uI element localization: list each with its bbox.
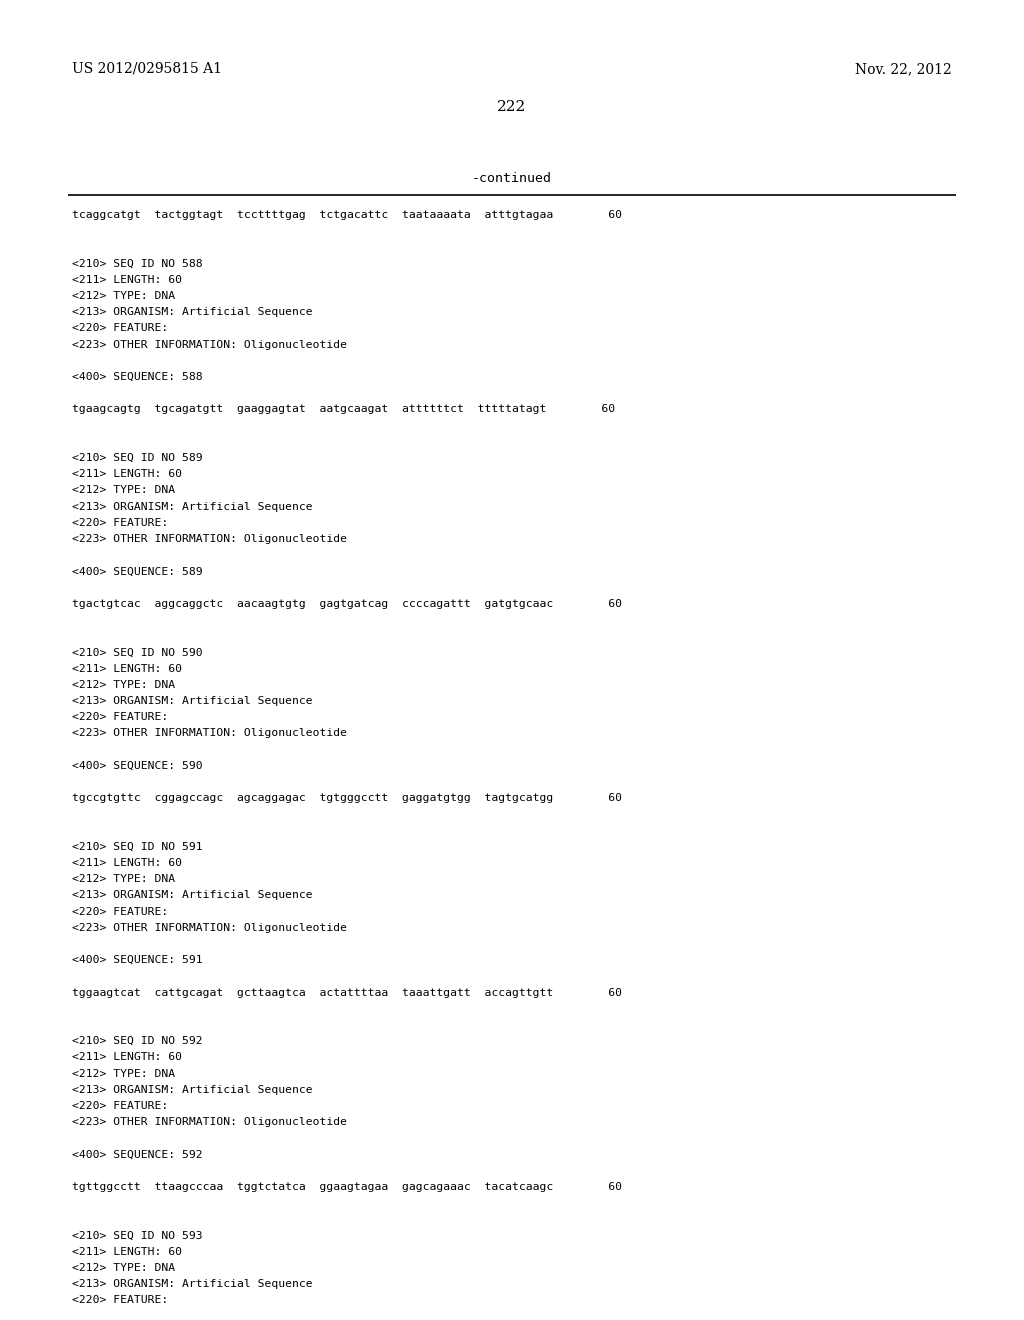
Text: <210> SEQ ID NO 591: <210> SEQ ID NO 591 bbox=[72, 842, 203, 851]
Text: <223> OTHER INFORMATION: Oligonucleotide: <223> OTHER INFORMATION: Oligonucleotide bbox=[72, 1117, 347, 1127]
Text: tgttggcctt  ttaagcccaa  tggtctatca  ggaagtagaa  gagcagaaac  tacatcaagc        60: tgttggcctt ttaagcccaa tggtctatca ggaagta… bbox=[72, 1181, 622, 1192]
Text: <220> FEATURE:: <220> FEATURE: bbox=[72, 713, 168, 722]
Text: <400> SEQUENCE: 592: <400> SEQUENCE: 592 bbox=[72, 1150, 203, 1159]
Text: <213> ORGANISM: Artificial Sequence: <213> ORGANISM: Artificial Sequence bbox=[72, 308, 312, 317]
Text: <220> FEATURE:: <220> FEATURE: bbox=[72, 323, 168, 334]
Text: -continued: -continued bbox=[472, 172, 552, 185]
Text: tcaggcatgt  tactggtagt  tccttttgag  tctgacattc  taataaaata  atttgtagaa        60: tcaggcatgt tactggtagt tccttttgag tctgaca… bbox=[72, 210, 622, 220]
Text: US 2012/0295815 A1: US 2012/0295815 A1 bbox=[72, 62, 222, 77]
Text: tgccgtgttc  cggagccagc  agcaggagac  tgtgggcctt  gaggatgtgg  tagtgcatgg        60: tgccgtgttc cggagccagc agcaggagac tgtgggc… bbox=[72, 793, 622, 803]
Text: <211> LENGTH: 60: <211> LENGTH: 60 bbox=[72, 1052, 182, 1063]
Text: <213> ORGANISM: Artificial Sequence: <213> ORGANISM: Artificial Sequence bbox=[72, 696, 312, 706]
Text: <220> FEATURE:: <220> FEATURE: bbox=[72, 1295, 168, 1305]
Text: <400> SEQUENCE: 588: <400> SEQUENCE: 588 bbox=[72, 372, 203, 381]
Text: <212> TYPE: DNA: <212> TYPE: DNA bbox=[72, 874, 175, 884]
Text: <223> OTHER INFORMATION: Oligonucleotide: <223> OTHER INFORMATION: Oligonucleotide bbox=[72, 339, 347, 350]
Text: <212> TYPE: DNA: <212> TYPE: DNA bbox=[72, 290, 175, 301]
Text: <400> SEQUENCE: 591: <400> SEQUENCE: 591 bbox=[72, 956, 203, 965]
Text: <400> SEQUENCE: 590: <400> SEQUENCE: 590 bbox=[72, 760, 203, 771]
Text: <212> TYPE: DNA: <212> TYPE: DNA bbox=[72, 486, 175, 495]
Text: <210> SEQ ID NO 592: <210> SEQ ID NO 592 bbox=[72, 1036, 203, 1047]
Text: <211> LENGTH: 60: <211> LENGTH: 60 bbox=[72, 1247, 182, 1257]
Text: tggaagtcat  cattgcagat  gcttaagtca  actattttaa  taaattgatt  accagttgtt        60: tggaagtcat cattgcagat gcttaagtca actattt… bbox=[72, 987, 622, 998]
Text: <223> OTHER INFORMATION: Oligonucleotide: <223> OTHER INFORMATION: Oligonucleotide bbox=[72, 729, 347, 738]
Text: <212> TYPE: DNA: <212> TYPE: DNA bbox=[72, 680, 175, 690]
Text: <213> ORGANISM: Artificial Sequence: <213> ORGANISM: Artificial Sequence bbox=[72, 502, 312, 512]
Text: <211> LENGTH: 60: <211> LENGTH: 60 bbox=[72, 469, 182, 479]
Text: <213> ORGANISM: Artificial Sequence: <213> ORGANISM: Artificial Sequence bbox=[72, 1279, 312, 1290]
Text: <213> ORGANISM: Artificial Sequence: <213> ORGANISM: Artificial Sequence bbox=[72, 891, 312, 900]
Text: tgactgtcac  aggcaggctc  aacaagtgtg  gagtgatcag  ccccagattt  gatgtgcaac        60: tgactgtcac aggcaggctc aacaagtgtg gagtgat… bbox=[72, 599, 622, 609]
Text: <211> LENGTH: 60: <211> LENGTH: 60 bbox=[72, 275, 182, 285]
Text: <212> TYPE: DNA: <212> TYPE: DNA bbox=[72, 1069, 175, 1078]
Text: <210> SEQ ID NO 588: <210> SEQ ID NO 588 bbox=[72, 259, 203, 268]
Text: 222: 222 bbox=[498, 100, 526, 114]
Text: tgaagcagtg  tgcagatgtt  gaaggagtat  aatgcaagat  attttttct  tttttatagt        60: tgaagcagtg tgcagatgtt gaaggagtat aatgcaa… bbox=[72, 404, 615, 414]
Text: <210> SEQ ID NO 589: <210> SEQ ID NO 589 bbox=[72, 453, 203, 463]
Text: <210> SEQ ID NO 593: <210> SEQ ID NO 593 bbox=[72, 1230, 203, 1241]
Text: <220> FEATURE:: <220> FEATURE: bbox=[72, 1101, 168, 1111]
Text: <210> SEQ ID NO 590: <210> SEQ ID NO 590 bbox=[72, 647, 203, 657]
Text: <220> FEATURE:: <220> FEATURE: bbox=[72, 517, 168, 528]
Text: <220> FEATURE:: <220> FEATURE: bbox=[72, 907, 168, 916]
Text: <211> LENGTH: 60: <211> LENGTH: 60 bbox=[72, 664, 182, 673]
Text: <223> OTHER INFORMATION: Oligonucleotide: <223> OTHER INFORMATION: Oligonucleotide bbox=[72, 923, 347, 933]
Text: <223> OTHER INFORMATION: Oligonucleotide: <223> OTHER INFORMATION: Oligonucleotide bbox=[72, 535, 347, 544]
Text: Nov. 22, 2012: Nov. 22, 2012 bbox=[855, 62, 952, 77]
Text: <211> LENGTH: 60: <211> LENGTH: 60 bbox=[72, 858, 182, 869]
Text: <212> TYPE: DNA: <212> TYPE: DNA bbox=[72, 1263, 175, 1272]
Text: <400> SEQUENCE: 589: <400> SEQUENCE: 589 bbox=[72, 566, 203, 577]
Text: <213> ORGANISM: Artificial Sequence: <213> ORGANISM: Artificial Sequence bbox=[72, 1085, 312, 1094]
